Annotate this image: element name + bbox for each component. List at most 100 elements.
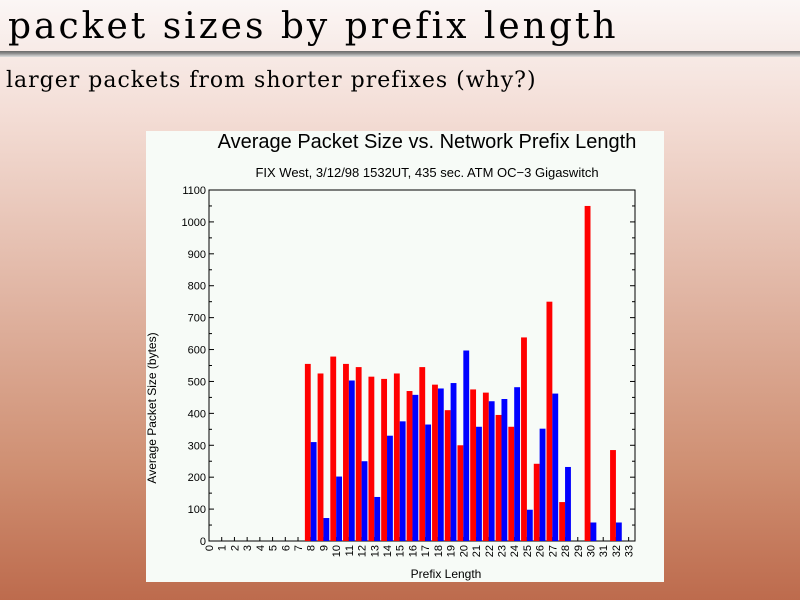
x-tick-label: 0 xyxy=(204,545,216,551)
blue-bar xyxy=(552,393,559,541)
x-tick-label: 32 xyxy=(611,545,623,557)
x-tick-label: 6 xyxy=(280,545,292,551)
blue-bar xyxy=(437,388,444,541)
y-tick-label: 200 xyxy=(188,472,206,484)
x-tick-label: 10 xyxy=(331,545,343,557)
blue-bar xyxy=(348,380,355,541)
y-axis-ticks: 0 100 200 300 400 500 600 700 800 900 1000 1100 xyxy=(182,185,635,548)
red-bar xyxy=(368,376,375,541)
bars xyxy=(304,205,622,542)
x-tick-label: 24 xyxy=(509,545,521,557)
blue-bar xyxy=(615,522,622,541)
y-tick-label: 800 xyxy=(188,281,206,293)
red-bar xyxy=(304,363,311,541)
x-tick-label: 12 xyxy=(357,545,369,557)
blue-bar xyxy=(336,476,343,541)
red-bar xyxy=(343,363,349,541)
red-bar xyxy=(610,450,616,541)
x-tick-label: 30 xyxy=(585,545,597,557)
x-tick-label: 19 xyxy=(446,545,458,557)
slide-title: packet sizes by prefix length xyxy=(8,6,619,47)
blue-bar xyxy=(463,350,470,541)
x-tick-label: 7 xyxy=(293,545,305,551)
y-tick-label: 600 xyxy=(188,345,206,357)
y-tick-label: 500 xyxy=(188,376,206,388)
x-tick-label: 1 xyxy=(217,545,229,551)
x-tick-label: 14 xyxy=(382,545,394,557)
red-bar xyxy=(444,410,451,541)
red-bar xyxy=(559,502,566,541)
red-bar xyxy=(330,356,337,541)
x-tick-label: 20 xyxy=(458,545,470,557)
x-tick-label: 9 xyxy=(318,545,330,551)
red-bar xyxy=(521,337,527,541)
x-tick-label: 28 xyxy=(560,545,572,557)
y-tick-label: 400 xyxy=(188,408,206,420)
x-tick-label: 33 xyxy=(624,545,636,557)
red-bar xyxy=(381,378,388,541)
x-tick-label: 29 xyxy=(573,545,585,557)
blue-bar xyxy=(450,383,457,541)
red-bar xyxy=(470,389,477,541)
x-tick-label: 16 xyxy=(407,545,419,557)
blue-bar xyxy=(374,496,381,541)
y-axis-label: Average Packet Size (bytes) xyxy=(145,332,159,484)
red-bar xyxy=(546,301,553,541)
y-tick-label: 1100 xyxy=(182,185,206,197)
blue-bar xyxy=(323,518,330,541)
y-tick-label: 700 xyxy=(188,313,206,325)
y-tick-label: 0 xyxy=(200,536,206,548)
red-bar xyxy=(508,426,515,541)
chart-subtitle: FIX West, 3/12/98 1532UT, 435 sec. ATM O… xyxy=(255,165,599,180)
red-bar xyxy=(457,445,464,541)
blue-bar xyxy=(526,509,533,541)
blue-bar xyxy=(514,387,521,541)
red-bar xyxy=(482,392,489,541)
x-tick-label: 4 xyxy=(255,545,267,551)
x-tick-label: 15 xyxy=(395,545,407,557)
blue-bar xyxy=(476,426,482,541)
red-bar xyxy=(419,367,426,541)
x-tick-label: 21 xyxy=(471,545,483,557)
red-bar xyxy=(406,391,413,541)
blue-bar xyxy=(539,428,546,541)
blue-bar xyxy=(590,522,597,541)
x-tick-label: 25 xyxy=(522,545,534,557)
y-tick-label: 100 xyxy=(188,504,206,516)
x-axis-label: Prefix Length xyxy=(410,567,482,581)
blue-bar xyxy=(565,466,571,541)
blue-bar xyxy=(412,394,419,541)
red-bar xyxy=(495,414,502,541)
title-divider xyxy=(0,51,800,57)
red-bar xyxy=(432,384,438,541)
blue-bar xyxy=(387,435,393,541)
x-tick-label: 17 xyxy=(420,545,432,557)
red-bar xyxy=(584,205,591,542)
slide-subtitle: larger packets from shorter prefixes (wh… xyxy=(6,68,537,93)
x-tick-label: 13 xyxy=(369,545,381,557)
x-tick-label: 11 xyxy=(344,545,356,556)
blue-bar xyxy=(488,401,495,541)
blue-bar xyxy=(310,442,317,541)
red-bar xyxy=(393,373,400,541)
x-axis-ticks: 0 1 2 3 4 5 6 7 8 9 10 11 12 13 14 15 16 17 18 19 20 21 22 23 24… xyxy=(204,537,636,557)
blue-bar xyxy=(361,461,368,541)
x-tick-label: 31 xyxy=(598,545,610,557)
y-tick-label: 300 xyxy=(188,440,206,452)
x-tick-label: 18 xyxy=(433,545,445,557)
y-tick-label: 1000 xyxy=(182,217,206,229)
x-tick-label: 27 xyxy=(547,545,559,557)
x-tick-label: 22 xyxy=(484,545,496,557)
blue-bar xyxy=(399,421,406,541)
red-bar xyxy=(317,373,324,541)
red-bar xyxy=(355,367,362,541)
x-tick-label: 26 xyxy=(535,545,547,557)
x-tick-label: 23 xyxy=(496,545,508,557)
x-tick-label: 2 xyxy=(229,545,241,551)
blue-bar xyxy=(425,424,432,541)
x-tick-label: 3 xyxy=(242,545,254,551)
x-tick-label: 5 xyxy=(268,545,280,551)
red-bar xyxy=(533,463,540,541)
